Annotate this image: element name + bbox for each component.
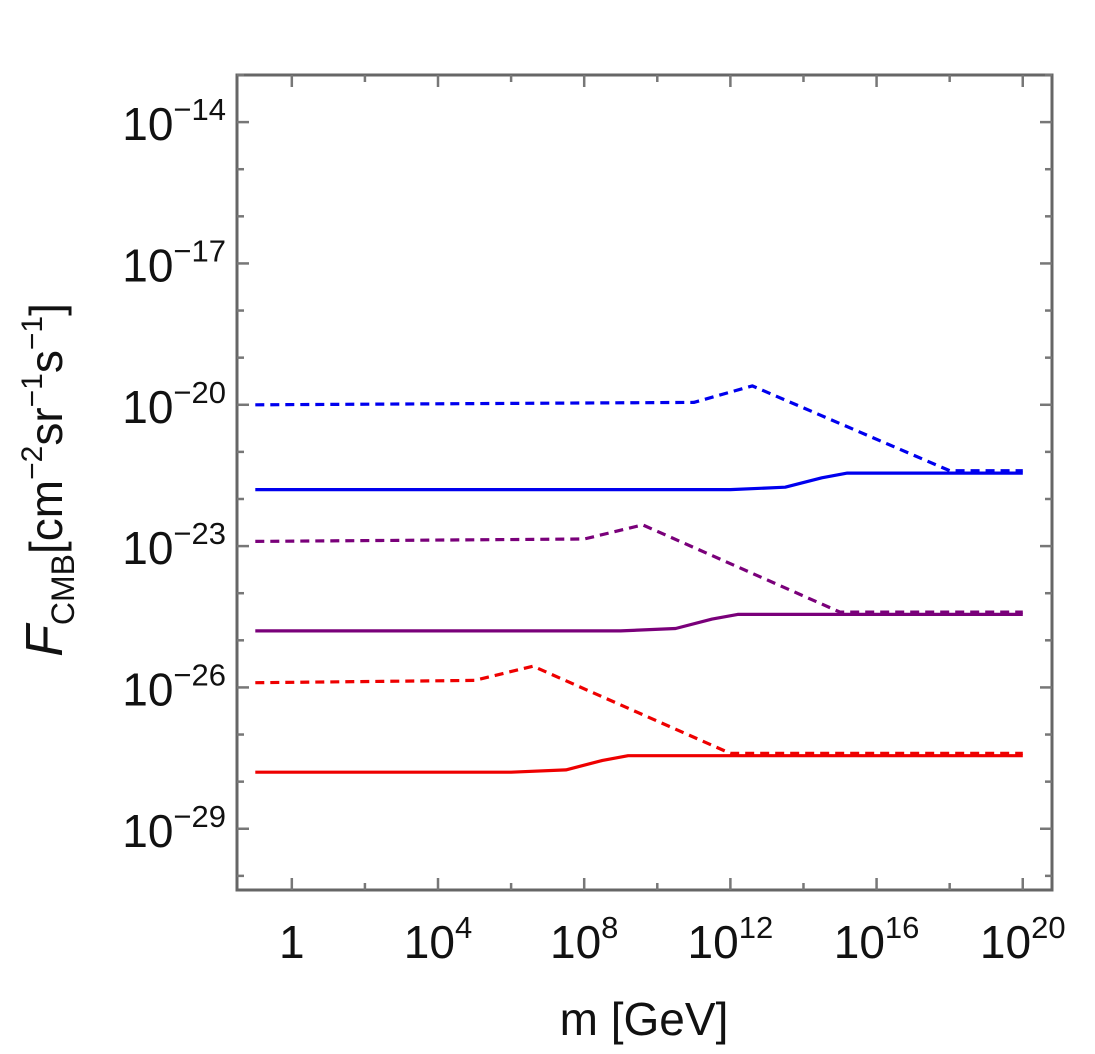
y-tick-label-−26: 10−26 <box>122 657 226 715</box>
tick-labels: 1 104 108 1012 1016 1020 10−14 10−17 10−20 10−23 1… <box>122 92 1065 968</box>
y-axis-unit-exp1: −2 <box>16 446 49 480</box>
y-axis-symbol: F <box>16 622 74 657</box>
x-tick-label-20: 1020 <box>980 910 1066 968</box>
x-tick-label-0: 1 <box>279 916 305 968</box>
series-layer <box>255 384 1023 774</box>
x-tick-label-12: 1012 <box>688 910 774 968</box>
y-tick-label-−20: 10−20 <box>122 375 226 433</box>
y-axis-unit-exp3: −1 <box>16 316 49 350</box>
y-tick-label-−29: 10−29 <box>122 799 226 857</box>
y-axis-unit-open: [cm <box>20 480 72 554</box>
series-line-5 <box>255 664 1023 756</box>
y-tick-label-−14: 10−14 <box>122 92 226 150</box>
y-tick-label-−23: 10−23 <box>122 516 226 574</box>
tick-marks <box>237 73 1052 890</box>
series-line-3 <box>255 523 1023 614</box>
x-tick-label-8: 108 <box>550 910 618 968</box>
y-axis-unit-exp2: −1 <box>16 373 49 407</box>
x-tick-label-16: 1016 <box>834 910 920 968</box>
y-axis-subscript: CMB <box>45 554 81 625</box>
x-tick-label-4: 104 <box>404 910 472 968</box>
y-axis-unit-mid2: s <box>20 350 72 373</box>
y-tick-label-−17: 10−17 <box>122 233 226 291</box>
y-axis-unit-mid: sr <box>20 407 72 445</box>
series-line-4 <box>255 612 1023 633</box>
plot-frame <box>235 73 1054 892</box>
series-line-1 <box>255 384 1023 473</box>
series-line-6 <box>255 754 1023 774</box>
y-axis-title: FCMB[cm−2sr−1s−1] <box>16 303 81 657</box>
series-line-2 <box>255 471 1023 492</box>
y-axis-unit-close: ] <box>20 303 72 316</box>
x-axis-title: m [GeV] <box>560 993 729 1045</box>
